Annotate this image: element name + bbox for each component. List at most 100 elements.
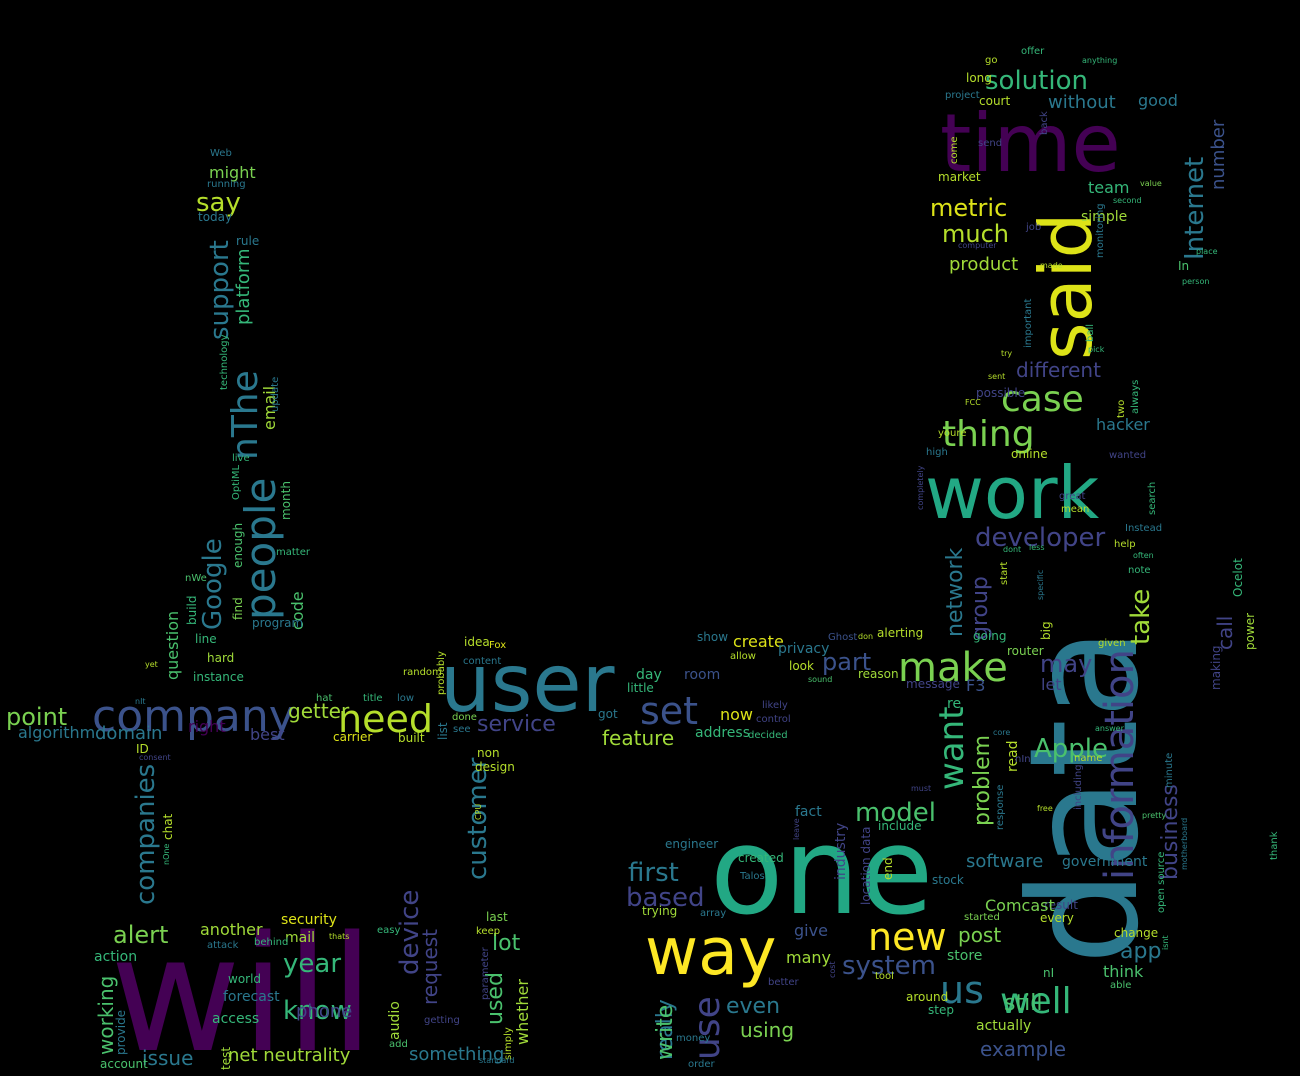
word-trying: trying [642, 903, 678, 918]
word-dont: dont [1003, 545, 1022, 555]
word-made: made [1040, 261, 1063, 271]
word-leave: leave [792, 818, 801, 840]
word-got: got [598, 706, 618, 721]
word-non: non [477, 745, 500, 760]
word-hat: hat [316, 692, 333, 704]
word-case: case [1001, 379, 1084, 421]
word-open-source: open source [1156, 851, 1167, 913]
word-ball: ball [1085, 323, 1096, 342]
word-including: including [1073, 764, 1084, 810]
word-important: important [1023, 298, 1034, 348]
word-right: right [188, 717, 226, 737]
word-great: great [1059, 490, 1086, 502]
word-instance: instance [193, 669, 244, 684]
word-completely: completely [916, 465, 925, 510]
word-question: question [163, 610, 182, 680]
word-fox: Fox [489, 639, 507, 651]
word-making: making [1209, 645, 1223, 690]
word-hard: hard [207, 650, 235, 665]
word-note: note [1128, 564, 1151, 576]
word-provide: provide [114, 1009, 128, 1055]
word-reason: reason [858, 666, 899, 681]
word-started: started [964, 911, 1000, 923]
word-step: step [928, 1002, 954, 1017]
word-build: build [185, 595, 199, 625]
word-youre: youre [938, 427, 967, 439]
word-mean: mean [1061, 503, 1090, 515]
word-message: message [906, 676, 960, 691]
word-pick: pick [1088, 345, 1105, 355]
word-monitoring: monitoring [1095, 203, 1106, 258]
word-result: result [1044, 897, 1078, 912]
word-given: given [1098, 637, 1126, 649]
word-control: control [756, 713, 791, 725]
word-feature: feature [602, 726, 675, 750]
word-team: team [1088, 178, 1130, 198]
word-let: let [1041, 675, 1062, 695]
word-stock: stock [932, 872, 964, 887]
word-less: less [1029, 543, 1045, 553]
word-store: store [947, 948, 983, 965]
word-rule: rule [236, 233, 260, 248]
word-better: better [768, 976, 799, 988]
word-standard: standard [479, 1056, 515, 1066]
word-come: come [949, 136, 960, 164]
word-room: room [684, 667, 721, 684]
word-year: year [283, 948, 342, 979]
word-getting: getting [424, 1014, 460, 1026]
word-money: money [676, 1032, 711, 1044]
word-add: add [389, 1038, 408, 1050]
word-line: line [195, 631, 217, 646]
word-thats: thats [329, 932, 350, 942]
word-often: often [1133, 551, 1154, 561]
word-companies: companies [131, 763, 161, 905]
word-allow: allow [730, 650, 756, 662]
word-f3: F3 [966, 676, 986, 696]
word-program: program [252, 615, 304, 630]
word-look: look [789, 658, 814, 673]
word-today: today [198, 209, 233, 224]
word-audio: audio [387, 1001, 403, 1040]
word-update: update [270, 376, 281, 412]
word-free: free [1037, 804, 1053, 814]
word-design: design [475, 759, 515, 774]
word-net-neutrality: net neutrality [228, 1044, 351, 1066]
word-try: try [1001, 349, 1013, 359]
word-power: power [1243, 612, 1257, 650]
word-set: set [640, 688, 699, 733]
word-low: low [397, 692, 415, 704]
word-random: random [403, 666, 442, 678]
word-always: always [1130, 379, 1141, 414]
word-chat: chat [161, 813, 175, 840]
word-address: address [695, 725, 751, 742]
word-system: system [842, 950, 936, 981]
word-industry: industry [833, 822, 849, 880]
word-product: product [949, 253, 1019, 275]
word-simple: simple [1081, 209, 1128, 226]
word-different: different [1016, 358, 1101, 382]
word-change: change [1114, 925, 1159, 940]
word-may: may [1040, 649, 1093, 678]
word-need: need [338, 696, 433, 741]
word-attack: attack [207, 939, 239, 951]
word-offer: offer [1021, 45, 1045, 57]
word-nthe: nThe [225, 370, 266, 460]
word-user: user [440, 637, 615, 730]
word-way: way [645, 914, 777, 990]
word-request: request [418, 928, 442, 1005]
word-government: government [1062, 854, 1148, 871]
word-example: example [980, 1037, 1067, 1061]
word-send: send [978, 137, 1003, 149]
word-use: use [687, 996, 728, 1060]
word-order: order [688, 1058, 715, 1070]
word-working: working [94, 975, 118, 1055]
word-yet: yet [145, 660, 158, 670]
word-enough: enough [231, 522, 245, 568]
word-array: array [700, 907, 727, 919]
word-even: even [726, 994, 781, 1020]
word-must: must [911, 784, 932, 794]
word-answer: answer [1095, 724, 1124, 734]
word-built: built [398, 730, 425, 745]
word-title: title [363, 692, 383, 704]
word-issue: issue [142, 1046, 194, 1070]
